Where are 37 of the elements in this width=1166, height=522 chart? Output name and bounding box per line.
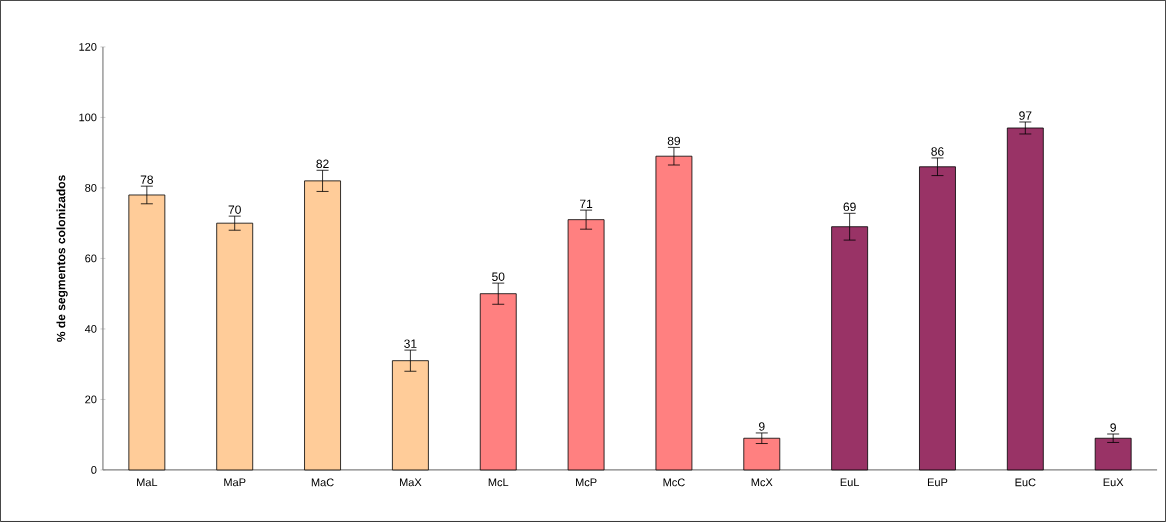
y-axis-title: % de segmentos colonizados [56,175,68,342]
x-tick-label: McP [575,478,597,487]
bar [655,155,693,471]
y-tick-label: 20 [85,395,97,404]
bar [1006,127,1044,471]
x-tick-label: MaL [137,478,158,487]
y-tick-label: 80 [85,184,97,192]
x-tick-label: EuC [1015,478,1036,487]
data-label: 71 [580,199,593,208]
x-tick-label: MaP [224,478,246,487]
x-tick-label: McL [488,478,509,487]
x-tick-label: McC [663,478,685,487]
y-tick-label: 100 [79,113,97,122]
data-label: 9 [1110,423,1116,432]
x-tick-label: EuL [840,478,860,487]
data-label: 89 [667,136,681,146]
bar [743,437,781,471]
bar [1094,437,1132,471]
y-tick-label: 120 [79,43,97,51]
x-tick-label: MaC [311,478,334,487]
y-tick-label: 60 [85,254,97,263]
data-label: 97 [1019,111,1032,120]
y-tick-label: 40 [84,325,97,333]
data-label: 86 [931,147,944,156]
bar [216,222,254,471]
data-label: 70 [228,205,241,214]
x-tick-label: MaX [399,478,422,487]
data-label: 9 [759,422,765,431]
data-label: 69 [843,202,856,212]
data-label: 78 [140,175,154,185]
x-tick-label: EuX [1103,478,1124,487]
x-tick-label: McX [751,478,773,487]
data-label: 31 [404,339,417,348]
data-label: 50 [492,272,505,281]
data-label: 82 [316,159,329,169]
y-tick-label: 0 [91,466,97,474]
x-tick-label: EuP [927,478,948,487]
